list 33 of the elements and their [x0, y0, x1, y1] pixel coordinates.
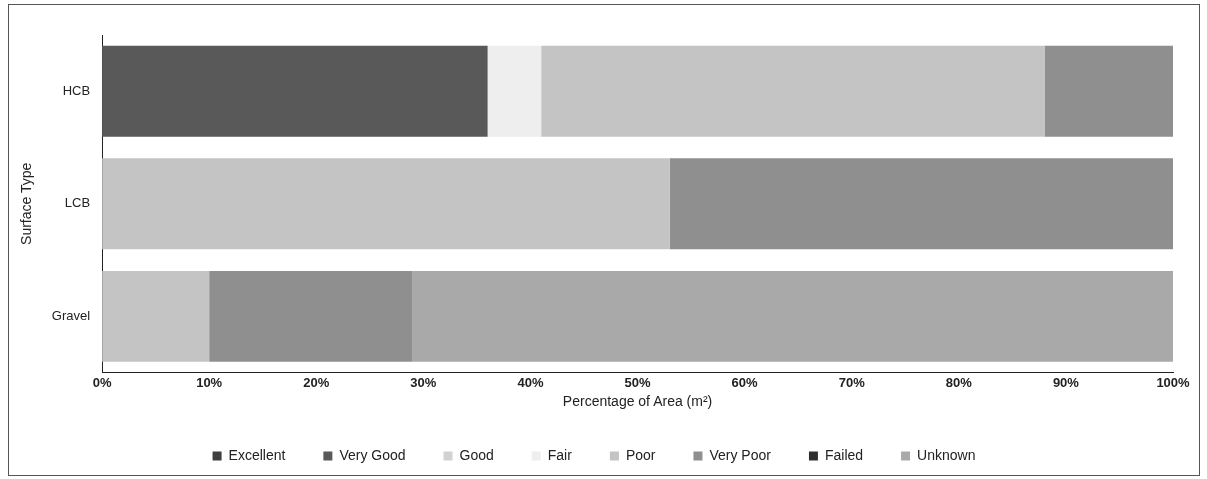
bar: [209, 270, 413, 362]
legend-label: Failed: [824, 446, 864, 463]
y-axis-title: Surface Type: [18, 162, 35, 245]
y-tick-label: LCB: [64, 195, 91, 211]
bar: [669, 158, 1173, 250]
bar: [487, 45, 542, 137]
bar: [102, 158, 670, 250]
bar: [541, 45, 1045, 137]
bar: [412, 270, 1173, 362]
legend-label: Very Good: [339, 446, 406, 463]
bar: [102, 45, 488, 137]
legend-label: Unknown: [917, 446, 976, 463]
legend-label: Fair: [547, 446, 573, 463]
x-tick-label: 60%: [731, 374, 759, 390]
legend-label: Very Poor: [709, 446, 772, 463]
x-tick-label: 70%: [838, 374, 866, 390]
x-tick-label: 40%: [517, 374, 544, 390]
x-tick-label: 30%: [410, 374, 437, 390]
y-tick-label: Gravel: [51, 307, 91, 323]
x-tick-label: 20%: [303, 374, 330, 390]
x-axis-title: Percentage of Area (m²): [562, 393, 713, 410]
x-tick-label: 90%: [1052, 374, 1080, 390]
x-tick-label: 100%: [1156, 374, 1191, 390]
x-tick-label: 80%: [945, 374, 973, 390]
y-tick-label: HCB: [62, 82, 91, 98]
x-tick-label: 0%: [92, 374, 112, 390]
legend-label: Poor: [625, 446, 656, 463]
legend-label: Good: [459, 446, 494, 463]
bar: [102, 270, 210, 362]
x-tick-label: 50%: [624, 374, 651, 390]
bar: [1044, 45, 1173, 137]
legend-label: Excellent: [228, 446, 286, 463]
x-tick-label: 10%: [196, 374, 223, 390]
